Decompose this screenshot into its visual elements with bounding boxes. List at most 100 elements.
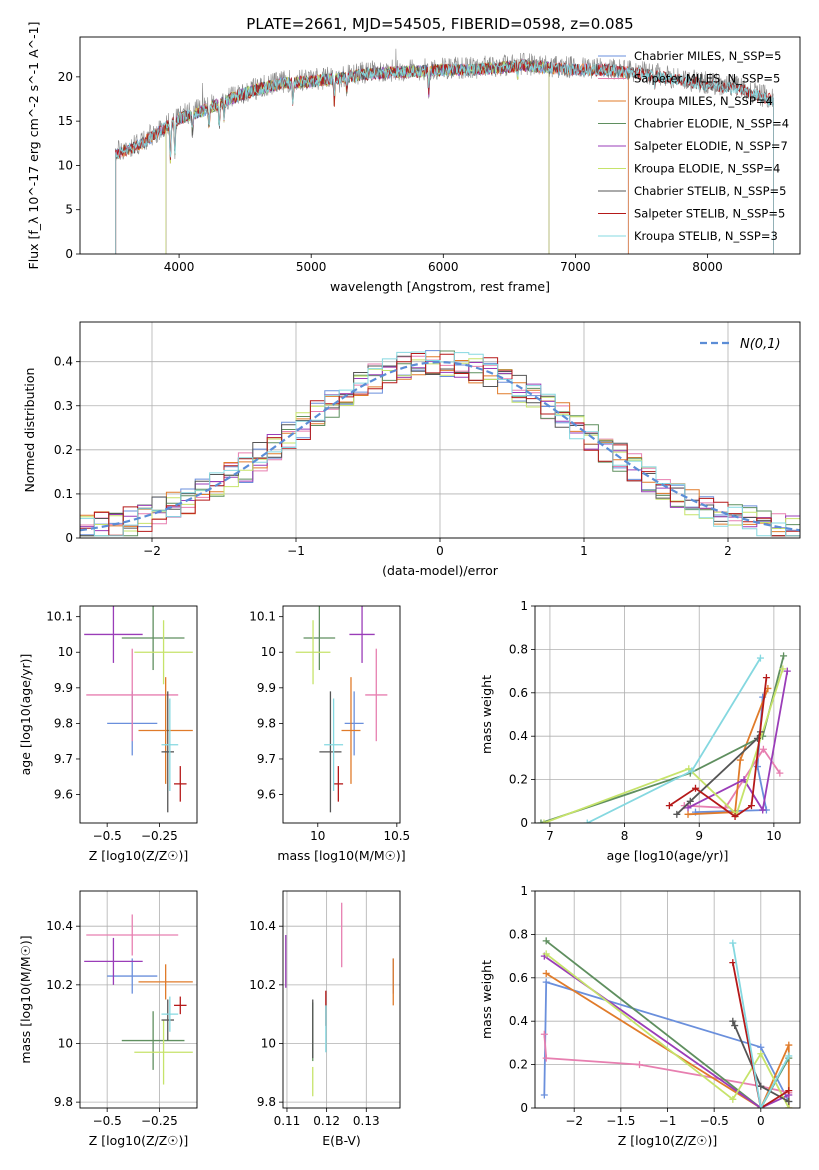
y-tick-label: 1 bbox=[520, 884, 528, 898]
x-tick-label: −2 bbox=[143, 544, 161, 558]
weight-marker-kroupa_stelib bbox=[757, 1104, 765, 1108]
weight-marker-kroupa_stelib bbox=[756, 654, 764, 662]
legend-label: Kroupa MILES, N_SSP=4 bbox=[634, 94, 773, 108]
legend-label: Kroupa ELODIE, N_SSP=4 bbox=[634, 162, 780, 176]
model-spectrum-kroupa_stelib bbox=[115, 59, 774, 254]
legend-label: Salpeter STELIB, N_SSP=5 bbox=[634, 207, 785, 221]
weight-marker-chabrier_stelib bbox=[686, 797, 694, 805]
weight-line-salpeter_elodie bbox=[543, 955, 790, 1108]
y-tick-label: 0.2 bbox=[54, 443, 73, 457]
weight-marker-salpeter_stelib bbox=[762, 674, 770, 682]
weight-marker-kroupa_miles bbox=[785, 1041, 793, 1049]
y-tick-label: 10 bbox=[58, 158, 73, 172]
axes-frame: −0.5 −0.25 9.6 9.7 9.8 9.9 10 10.1 Z [log10(Z/Z☉… bbox=[18, 605, 198, 863]
axes-border bbox=[79, 36, 801, 255]
x-tick-label: −0.25 bbox=[141, 829, 178, 843]
y-tick-label: 9.8 bbox=[54, 716, 73, 730]
x-tick-label: 1 bbox=[580, 544, 588, 558]
y-tick-label: 0.3 bbox=[54, 399, 73, 413]
weight-marker-chabrier_stelib bbox=[757, 1082, 765, 1090]
y-tick-label: 20 bbox=[58, 70, 73, 84]
weight-marker-salpeter_stelib bbox=[785, 1087, 793, 1095]
y-tick-label: 10 bbox=[261, 645, 276, 659]
x-tick-label: 10.5 bbox=[383, 829, 410, 843]
weight-marker-kroupa_stelib bbox=[729, 939, 737, 947]
y-tick-label: 10.1 bbox=[46, 610, 73, 624]
plot-area bbox=[80, 350, 800, 537]
x-tick-label: −0.5 bbox=[93, 1114, 122, 1128]
histogram-kroupa_stelib bbox=[80, 351, 800, 537]
x-axis-label: mass [log10(M/M☉)] bbox=[277, 848, 405, 863]
x-tick-label: −0.5 bbox=[93, 829, 122, 843]
weight-marker-salpeter_stelib bbox=[729, 959, 737, 967]
weight-marker-salpeter_miles bbox=[636, 1061, 644, 1069]
x-axis-label: wavelength [Angstrom, rest frame] bbox=[330, 279, 550, 294]
model-spectrum-salpeter_stelib bbox=[115, 59, 774, 254]
legend-label: Chabrier STELIB, N_SSP=5 bbox=[634, 184, 786, 198]
model-spectrum-kroupa_elodie bbox=[165, 59, 550, 254]
weight-marker-salpeter_stelib bbox=[731, 812, 739, 820]
model-spectrum-salpeter_miles bbox=[115, 59, 629, 254]
y-tick-label: 9.8 bbox=[257, 1095, 276, 1109]
x-axis-label: Z [log10(Z/Z☉)] bbox=[89, 848, 189, 863]
legend-label: Chabrier MILES, N_SSP=5 bbox=[634, 49, 781, 63]
legend-label: N(0,1) bbox=[740, 337, 781, 352]
y-tick-label: 0.4 bbox=[509, 1014, 528, 1028]
y-tick-label: 10 bbox=[58, 645, 73, 659]
weight-line-kroupa_miles bbox=[687, 688, 769, 816]
weight-line-chabrier_stelib bbox=[731, 1020, 790, 1103]
x-tick-label: 10 bbox=[766, 829, 781, 843]
weight-line-kroupa_elodie bbox=[543, 668, 784, 823]
axes-mass_vs_Z: −0.5 −0.25 9.8 10 10.2 10.4 Z [log10(Z/Z☉)] mas… bbox=[18, 890, 198, 1148]
x-tick-label: 0 bbox=[436, 544, 444, 558]
y-tick-label: 0.8 bbox=[509, 642, 528, 656]
weight-marker-salpeter_stelib bbox=[747, 802, 755, 810]
y-tick-label: 0 bbox=[520, 816, 528, 830]
weight-line-chabrier_elodie bbox=[540, 655, 785, 823]
y-tick-label: 10.1 bbox=[249, 610, 276, 624]
weight-marker-salpeter_elodie bbox=[759, 806, 767, 814]
y-tick-label: 0 bbox=[65, 247, 73, 261]
y-tick-label: 9.7 bbox=[257, 752, 276, 766]
model-spectrum-kroupa_miles bbox=[115, 59, 629, 254]
axes-weight_vs_Z: −2 −1.5 −1 −0.5 0 0 0.2 0.4 0.6 0.8 1 Z [log10(Z/Z☉… bbox=[479, 884, 801, 1148]
weight-marker-salpeter_miles bbox=[540, 1030, 548, 1038]
y-tick-label: 10 bbox=[261, 1036, 276, 1050]
y-tick-label: 9.6 bbox=[257, 788, 276, 802]
weight-marker-chabrier_miles bbox=[540, 1091, 548, 1099]
y-axis-label: Flux [f_λ 10^-17 erg cm^-2 s^-1 A^-1] bbox=[26, 22, 41, 270]
plot-area bbox=[537, 652, 791, 823]
x-tick-label: 10 bbox=[310, 829, 325, 843]
axes-age_vs_mass: 10 10.5 9.6 9.7 9.8 9.9 10 10.1 mass [log10(M/M☉… bbox=[249, 605, 410, 863]
axes-frame: 10 10.5 9.6 9.7 9.8 9.9 10 10.1 mass [log10(M/M☉… bbox=[249, 605, 410, 863]
x-tick-label: 0.11 bbox=[274, 1114, 301, 1128]
x-tick-label: 8 bbox=[621, 829, 629, 843]
y-tick-label: 0.6 bbox=[509, 971, 528, 985]
figure-title: PLATE=2661, MJD=54505, FIBERID=0598, z=0… bbox=[246, 15, 633, 33]
x-tick-label: 4000 bbox=[164, 260, 195, 274]
y-tick-label: 0.6 bbox=[509, 686, 528, 700]
y-tick-label: 0.4 bbox=[509, 729, 528, 743]
y-axis-label: age [log10(age/yr)] bbox=[18, 654, 33, 776]
axes-frame: 7 8 9 10 0 0.2 0.4 0.6 0.8 1 age [log10(age/yr)] ma… bbox=[479, 599, 801, 863]
x-axis-label: (data-model)/error bbox=[382, 563, 499, 578]
weight-marker-kroupa_miles bbox=[736, 756, 744, 764]
x-axis-label: Z [log10(Z/Z☉)] bbox=[89, 1133, 189, 1148]
weight-marker-salpeter_elodie bbox=[783, 667, 791, 675]
x-tick-label: 0 bbox=[757, 1114, 765, 1128]
weight-marker-kroupa_elodie bbox=[540, 819, 548, 823]
y-tick-label: 0.2 bbox=[509, 1058, 528, 1072]
weight-marker-chabrier_elodie bbox=[780, 652, 788, 660]
weight-marker-salpeter_stelib bbox=[665, 802, 673, 810]
legend-label: Salpeter MILES, N_SSP=5 bbox=[634, 72, 780, 86]
weight-line-salpeter_stelib bbox=[731, 962, 790, 1108]
axes-residual-histogram: −2 −1 0 1 2 0 0.1 0.2 0.3 0.4 (data-model)/error No… bbox=[22, 321, 801, 578]
model-spectrum-chabrier_miles bbox=[115, 59, 629, 254]
x-axis-label: age [log10(age/yr)] bbox=[607, 848, 729, 863]
axes-border bbox=[534, 890, 801, 1109]
legend-label: Salpeter ELODIE, N_SSP=7 bbox=[634, 139, 788, 153]
x-tick-label: 0.12 bbox=[313, 1114, 340, 1128]
y-tick-label: 9.7 bbox=[54, 752, 73, 766]
